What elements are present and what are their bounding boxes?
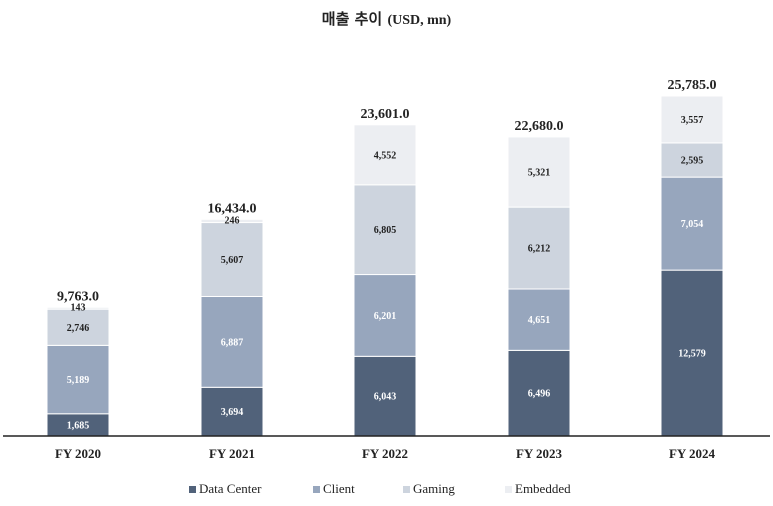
segment-value-label: 3,557 <box>681 115 704 126</box>
legend-label-embedded: Embedded <box>515 481 571 496</box>
total-value-label: 25,785.0 <box>668 78 717 93</box>
bar-segment-gaming <box>200 222 264 297</box>
segment-value-label: 7,054 <box>681 219 704 230</box>
bar-segment-embedded <box>353 124 417 186</box>
legend-swatch-data-center <box>189 486 196 493</box>
total-value-label: 23,601.0 <box>361 107 410 122</box>
x-tick-label: FY 2021 <box>209 446 255 461</box>
segment-value-label: 2,746 <box>67 323 90 334</box>
bar-segment-embedded <box>46 306 110 310</box>
bar-segment-client <box>200 295 264 388</box>
segment-value-label: 3,694 <box>221 407 244 418</box>
total-value-label: 16,434.0 <box>208 201 257 216</box>
bar-segment-gaming <box>353 184 417 276</box>
segment-value-label: 246 <box>225 215 240 226</box>
bar-segment-embedded <box>660 95 724 144</box>
bar-segment-gaming <box>507 206 571 290</box>
segment-value-label: 4,552 <box>374 150 397 161</box>
bar-segment-embedded <box>507 136 571 208</box>
x-tick-label: FY 2020 <box>55 446 101 461</box>
total-value-label: 22,680.0 <box>515 119 564 134</box>
segment-value-label: 6,805 <box>374 225 397 236</box>
segment-value-label: 1,685 <box>67 420 90 431</box>
legend-label-client: Client <box>323 481 355 496</box>
chart-title: 매출 추이 (USD, mn) <box>0 8 773 29</box>
x-tick-label: FY 2024 <box>669 446 716 461</box>
bar-segment-client <box>660 176 724 271</box>
segment-value-label: 5,189 <box>67 375 90 386</box>
chart-title-text: 매출 추이 <box>321 10 383 28</box>
segment-value-label: 6,212 <box>528 244 551 255</box>
segment-value-label: 6,043 <box>374 392 397 403</box>
segment-value-label: 2,595 <box>681 156 704 167</box>
bar-segment-client <box>507 288 571 351</box>
x-tick-label: FY 2022 <box>362 446 408 461</box>
segment-value-label: 143 <box>71 303 86 314</box>
segment-value-label: 5,321 <box>528 168 551 179</box>
legend-swatch-client <box>313 486 320 493</box>
segment-value-label: 12,579 <box>678 349 706 360</box>
segment-value-label: 4,651 <box>528 315 551 326</box>
total-value-label: 9,763.0 <box>57 289 99 304</box>
bar-segment-data-center <box>200 386 264 437</box>
legend-swatch-gaming <box>403 486 410 493</box>
segment-value-label: 5,607 <box>221 255 244 266</box>
segment-value-label: 6,496 <box>528 389 551 400</box>
bar-segment-data-center <box>507 349 571 437</box>
bar-segment-data-center <box>353 355 417 437</box>
bar-segment-gaming <box>660 142 724 178</box>
bar-segment-embedded <box>200 218 264 224</box>
segment-value-label: 6,201 <box>374 311 397 322</box>
x-tick-label: FY 2023 <box>516 446 563 461</box>
segment-value-label: 6,887 <box>221 337 244 348</box>
bar-segment-client <box>353 274 417 357</box>
legend-swatch-embedded <box>505 486 512 493</box>
bar-segment-gaming <box>46 308 110 346</box>
legend-label-gaming: Gaming <box>413 481 455 496</box>
legend-label-data-center: Data Center <box>199 481 262 496</box>
chart-title-unit: (USD, mn) <box>387 13 452 28</box>
